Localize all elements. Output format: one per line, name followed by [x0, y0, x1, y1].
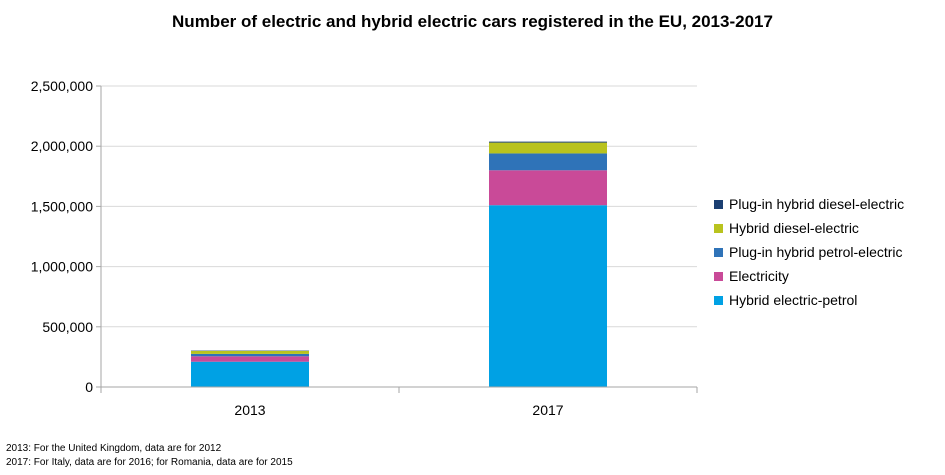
x-tick-label: 2017	[532, 402, 563, 418]
legend-label: Plug-in hybrid petrol-electric	[729, 244, 903, 260]
legend-item: Electricity	[714, 264, 904, 288]
bars	[191, 141, 607, 387]
bar-segment	[489, 205, 607, 387]
bar-segment	[191, 356, 309, 362]
footnotes: 2013: For the United Kingdom, data are f…	[6, 442, 293, 470]
y-tick-label: 1,000,000	[31, 259, 93, 275]
chart-title: Number of electric and hybrid electric c…	[172, 12, 773, 31]
bar-segment	[489, 170, 607, 206]
footnote: 2013: For the United Kingdom, data are f…	[6, 443, 222, 454]
legend-swatch	[714, 271, 723, 281]
bar-segment	[191, 353, 309, 357]
legend: Plug-in hybrid diesel-electric Hybrid die…	[714, 192, 904, 312]
x-tick-label: 2013	[234, 402, 265, 418]
legend-label: Hybrid diesel-electric	[729, 220, 859, 236]
legend-item: Plug-in hybrid petrol-electric	[714, 240, 904, 264]
bar-segment	[489, 153, 607, 171]
legend-item: Plug-in hybrid diesel-electric	[714, 192, 904, 216]
legend-swatch	[714, 199, 723, 209]
legend-item: Hybrid diesel-electric	[714, 216, 904, 240]
y-tick-label: 500,000	[42, 319, 93, 335]
y-tick-label: 0	[85, 379, 93, 395]
legend-swatch	[714, 223, 723, 233]
bar-segment	[489, 141, 607, 143]
footnote: 2017: For Italy, data are for 2016; for …	[6, 457, 293, 468]
y-tick-label: 1,500,000	[31, 198, 93, 214]
legend-item: Hybrid electric-petrol	[714, 288, 904, 312]
bar-segment	[489, 142, 607, 154]
bar-segment	[191, 350, 309, 354]
legend-label: Electricity	[729, 268, 789, 284]
y-tick-label: 2,000,000	[31, 138, 93, 154]
legend-label: Hybrid electric-petrol	[729, 292, 858, 308]
legend-swatch	[714, 247, 723, 257]
legend-label: Plug-in hybrid diesel-electric	[729, 196, 905, 212]
legend-swatch	[714, 295, 723, 305]
axes: 0 500,000 1,000,000 1,500,000 2,000,000 2,500…	[31, 78, 698, 418]
gridlines	[101, 85, 697, 328]
bar-segment	[191, 361, 309, 387]
y-tick-label: 2,500,000	[31, 78, 93, 94]
